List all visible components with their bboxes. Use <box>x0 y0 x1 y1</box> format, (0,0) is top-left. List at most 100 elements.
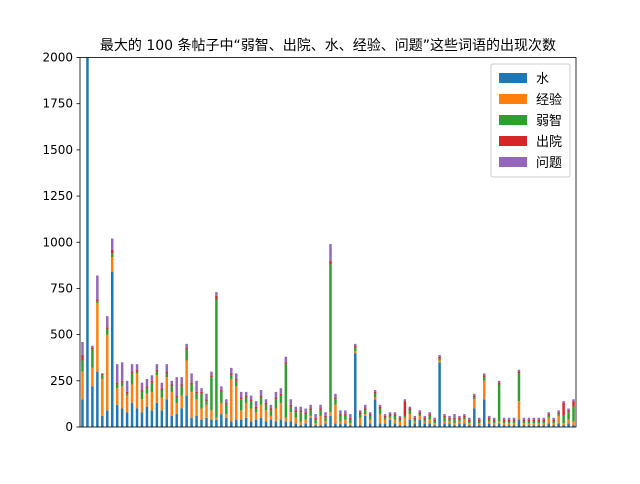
bar-segment-水-70 <box>423 423 426 427</box>
bar-segment-经验-3 <box>91 367 94 387</box>
bar-segment-出院-54 <box>344 414 347 416</box>
bar-segment-问题-44 <box>294 406 297 411</box>
bar-segment-问题-56 <box>354 343 357 346</box>
bar-segment-经验-65 <box>398 421 402 426</box>
bar-segment-水-84 <box>492 425 496 427</box>
bar-segment-出院-56 <box>354 345 357 348</box>
bar-segment-经验-95 <box>547 417 550 424</box>
bar-segment-问题-84 <box>492 417 496 420</box>
bar-segment-出院-93 <box>537 419 541 422</box>
bar-segment-弱智-15 <box>150 382 154 392</box>
bar-segment-弱智-31 <box>230 375 233 379</box>
bar-segment-经验-70 <box>423 421 426 424</box>
bar-segment-问题-100 <box>572 399 575 402</box>
bar-segment-经验-92 <box>532 423 536 426</box>
bar-segment-水-76 <box>453 425 456 427</box>
bar-segment-弱智-79 <box>468 421 471 424</box>
bar-segment-弱智-48 <box>314 419 317 424</box>
bar-segment-问题-69 <box>418 410 421 413</box>
bar-segment-经验-54 <box>344 419 347 424</box>
bar-segment-出院-78 <box>463 415 466 418</box>
bar-segment-出院-25 <box>200 391 203 394</box>
bar-segment-问题-8 <box>115 364 119 383</box>
bar-segment-水-33 <box>239 419 243 427</box>
bar-segment-弱智-97 <box>557 414 560 416</box>
bar-segment-水-56 <box>354 353 357 427</box>
bar-segment-出院-7 <box>111 249 114 254</box>
bar-segment-弱智-64 <box>393 415 397 420</box>
bar-segment-弱智-37 <box>259 397 263 405</box>
bar-segment-出院-62 <box>383 415 387 418</box>
bar-segment-出院-83 <box>487 417 491 420</box>
bar-segment-弱智-89 <box>517 373 521 402</box>
bar-segment-弱智-12 <box>135 371 139 374</box>
bar-segment-问题-20 <box>175 377 178 396</box>
bar-segment-弱智-57 <box>359 414 362 418</box>
bar-segment-经验-58 <box>363 414 367 416</box>
bar-segment-弱智-38 <box>264 404 268 411</box>
bar-segment-出院-6 <box>106 327 109 330</box>
bar-segment-弱智-100 <box>572 406 575 422</box>
bar-segment-弱智-19 <box>170 386 173 392</box>
bar-segment-出院-72 <box>433 419 436 422</box>
bar-segment-弱智-86 <box>502 421 506 424</box>
bar-segment-经验-24 <box>195 399 198 416</box>
bar-segment-弱智-51 <box>329 264 332 413</box>
bar-segment-出院-82 <box>483 375 486 378</box>
y-tick-label: 1250 <box>42 189 73 203</box>
bar-segment-问题-13 <box>140 382 144 391</box>
bar-segment-经验-21 <box>180 395 183 409</box>
bar-segment-出院-97 <box>557 412 560 415</box>
y-tick-label: 250 <box>50 374 73 388</box>
bar-segment-弱智-36 <box>254 408 258 413</box>
bar-segment-弱智-25 <box>200 393 203 409</box>
bar-segment-经验-14 <box>145 393 149 407</box>
bar-segment-弱智-5 <box>101 375 104 379</box>
bar-segment-经验-40 <box>274 408 278 422</box>
bar-segment-出院-34 <box>244 395 248 398</box>
bar-segment-经验-35 <box>249 408 253 422</box>
bar-segment-经验-1 <box>81 371 84 400</box>
bar-segment-经验-36 <box>254 412 258 420</box>
bar-segment-经验-72 <box>433 423 436 426</box>
bar-segment-经验-22 <box>185 360 188 396</box>
bar-segment-经验-49 <box>319 415 322 426</box>
bar-segment-水-47 <box>309 417 312 427</box>
bar-segment-弱智-72 <box>433 421 436 424</box>
bar-segment-问题-68 <box>413 415 417 418</box>
bar-segment-问题-42 <box>284 356 288 363</box>
bar-segment-出院-52 <box>334 397 337 400</box>
bar-segment-问题-74 <box>443 414 446 416</box>
bar-segment-出院-79 <box>468 419 471 422</box>
bar-segment-经验-56 <box>354 351 357 354</box>
bar-segment-弱智-34 <box>244 397 248 403</box>
bar-segment-问题-58 <box>363 404 367 409</box>
bar-segment-问题-38 <box>264 399 268 403</box>
bar-segment-经验-26 <box>205 404 208 418</box>
bar-segment-弱智-52 <box>334 399 337 405</box>
bar-segment-弱智-28 <box>215 299 218 418</box>
bar-segment-弱智-71 <box>428 415 431 420</box>
bar-segment-弱智-81 <box>478 421 481 424</box>
bar-segment-弱智-44 <box>294 412 297 418</box>
bar-segment-经验-10 <box>125 395 129 413</box>
bar-segment-水-25 <box>200 419 203 427</box>
bar-segment-水-91 <box>527 425 531 427</box>
bar-segment-经验-78 <box>463 419 466 424</box>
bar-segment-经验-34 <box>244 402 248 418</box>
bar-segment-出院-4 <box>96 299 99 302</box>
bar-segment-弱智-30 <box>225 404 228 415</box>
bar-segment-出院-5 <box>101 373 104 376</box>
bar-segment-出院-66 <box>403 401 407 416</box>
bar-segment-问题-79 <box>468 417 471 420</box>
bar-segment-弱智-53 <box>339 415 342 422</box>
bar-segment-水-63 <box>388 419 392 427</box>
bar-segment-问题-25 <box>200 388 203 392</box>
bar-segment-弱智-23 <box>190 384 193 392</box>
bar-segment-经验-43 <box>289 412 293 422</box>
bar-segment-水-64 <box>393 423 397 427</box>
bar-segment-问题-24 <box>195 380 198 392</box>
bar-segment-出院-13 <box>140 390 144 392</box>
bar-segment-出院-28 <box>215 295 218 300</box>
